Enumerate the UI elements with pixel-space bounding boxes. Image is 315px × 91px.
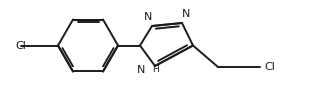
Text: Cl: Cl bbox=[264, 62, 275, 72]
Text: N: N bbox=[137, 65, 145, 75]
Text: N: N bbox=[144, 12, 152, 22]
Text: Cl: Cl bbox=[15, 40, 26, 51]
Text: N: N bbox=[182, 9, 190, 19]
Text: H: H bbox=[152, 66, 159, 75]
